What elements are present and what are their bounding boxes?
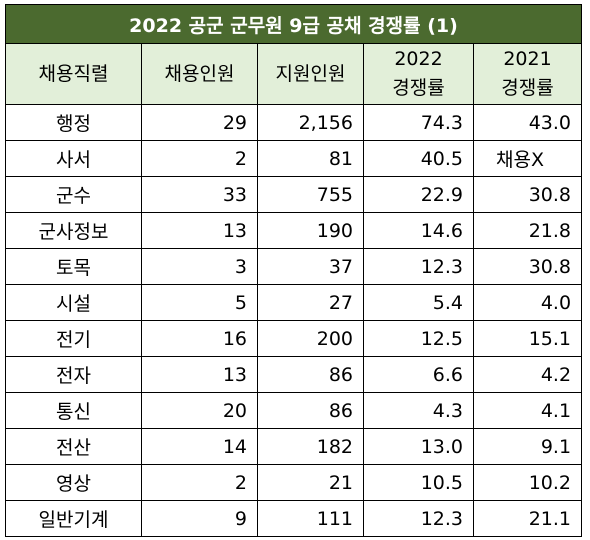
rate-2021: 4.1 xyxy=(472,392,583,429)
hire-count: 13 xyxy=(141,356,258,393)
position-name: 행정 xyxy=(5,104,142,141)
applicant-count: 111 xyxy=(257,500,364,537)
table-row: 행정 29 2,156 74.3 43.0 xyxy=(5,104,583,141)
table-row: 토목 3 37 12.3 30.8 xyxy=(5,248,583,285)
position-name: 시설 xyxy=(5,284,142,321)
header-hire-count: 채용인원 xyxy=(141,43,258,105)
rate-2021: 9.1 xyxy=(472,428,583,465)
applicant-count: 37 xyxy=(257,248,364,285)
position-name: 영상 xyxy=(5,464,142,501)
header-rate-2022: 2022 경쟁률 xyxy=(363,43,474,105)
hire-count: 14 xyxy=(141,428,258,465)
hire-count: 9 xyxy=(141,500,258,537)
applicant-count: 200 xyxy=(257,320,364,357)
competition-rate-table: 2022 공군 군무원 9급 공채 경쟁률 (1) 채용직렬 채용인원 지원인원… xyxy=(4,4,583,537)
header-applicant-count: 지원인원 xyxy=(257,43,364,105)
position-name: 전산 xyxy=(5,428,142,465)
table-row: 영상 2 21 10.5 10.2 xyxy=(5,464,583,501)
rate-2022: 5.4 xyxy=(363,284,474,321)
table-row: 통신 20 86 4.3 4.1 xyxy=(5,392,583,429)
rate-2021: 10.2 xyxy=(472,464,583,501)
title-row: 2022 공군 군무원 9급 공채 경쟁률 (1) xyxy=(4,4,583,44)
hire-count: 16 xyxy=(141,320,258,357)
position-name: 일반기계 xyxy=(5,500,142,537)
table-row: 군수 33 755 22.9 30.8 xyxy=(5,176,583,213)
position-name: 군수 xyxy=(5,176,142,213)
rate-2021: 15.1 xyxy=(472,320,583,357)
header-position: 채용직렬 xyxy=(5,43,142,105)
applicant-count: 27 xyxy=(257,284,364,321)
hire-count: 3 xyxy=(141,248,258,285)
rate-2022: 13.0 xyxy=(363,428,474,465)
hire-count: 13 xyxy=(141,212,258,249)
rate-2021: 4.2 xyxy=(472,356,583,393)
competition-rate-table-container: 2022 공군 군무원 9급 공채 경쟁률 (1) 채용직렬 채용인원 지원인원… xyxy=(4,4,583,537)
hire-count: 2 xyxy=(141,140,258,177)
rate-2022: 4.3 xyxy=(363,392,474,429)
table-row: 군사정보 13 190 14.6 21.8 xyxy=(5,212,583,249)
header-rate-2022-label: 경쟁률 xyxy=(392,77,445,99)
rate-2022: 74.3 xyxy=(363,104,474,141)
position-name: 전기 xyxy=(5,320,142,357)
position-name: 사서 xyxy=(5,140,142,177)
rate-2021: 30.8 xyxy=(472,176,583,213)
applicant-count: 182 xyxy=(257,428,364,465)
header-rate-2021-year: 2021 xyxy=(503,48,552,70)
rate-2022: 22.9 xyxy=(363,176,474,213)
table-row: 전산 14 182 13.0 9.1 xyxy=(5,428,583,465)
rate-2022: 40.5 xyxy=(363,140,474,177)
table-body: 행정 29 2,156 74.3 43.0 사서 2 81 40.5 채용X 군… xyxy=(5,104,583,537)
header-rate-2021-label: 경쟁률 xyxy=(501,77,554,99)
rate-2021: 21.8 xyxy=(472,212,583,249)
rate-2021: 4.0 xyxy=(472,284,583,321)
table-row: 일반기계 9 111 12.3 21.1 xyxy=(5,500,583,537)
rate-2022: 14.6 xyxy=(363,212,474,249)
rate-2022: 12.5 xyxy=(363,320,474,357)
position-name: 전자 xyxy=(5,356,142,393)
rate-2022: 10.5 xyxy=(363,464,474,501)
rate-2021: 30.8 xyxy=(472,248,583,285)
hire-count: 2 xyxy=(141,464,258,501)
header-row: 채용직렬 채용인원 지원인원 2022 경쟁률 2021 경쟁률 xyxy=(5,43,583,105)
applicant-count: 81 xyxy=(257,140,364,177)
position-name: 토목 xyxy=(5,248,142,285)
rate-2021: 21.1 xyxy=(472,500,583,537)
table-row: 전기 16 200 12.5 15.1 xyxy=(5,320,583,357)
header-rate-2021: 2021 경쟁률 xyxy=(472,43,583,105)
table-row: 전자 13 86 6.6 4.2 xyxy=(5,356,583,393)
hire-count: 5 xyxy=(141,284,258,321)
rate-2021: 43.0 xyxy=(472,104,583,141)
table-title: 2022 공군 군무원 9급 공채 경쟁률 (1) xyxy=(4,4,583,44)
hire-count: 33 xyxy=(141,176,258,213)
rate-2022: 6.6 xyxy=(363,356,474,393)
rate-2021-no-hiring: 채용X xyxy=(472,140,583,177)
applicant-count: 190 xyxy=(257,212,364,249)
hire-count: 20 xyxy=(141,392,258,429)
position-name: 통신 xyxy=(5,392,142,429)
rate-2022: 12.3 xyxy=(363,248,474,285)
header-rate-2022-year: 2022 xyxy=(394,48,443,70)
applicant-count: 2,156 xyxy=(257,104,364,141)
table-row: 시설 5 27 5.4 4.0 xyxy=(5,284,583,321)
applicant-count: 755 xyxy=(257,176,364,213)
rate-2022: 12.3 xyxy=(363,500,474,537)
table-row: 사서 2 81 40.5 채용X xyxy=(5,140,583,177)
applicant-count: 86 xyxy=(257,392,364,429)
hire-count: 29 xyxy=(141,104,258,141)
applicant-count: 86 xyxy=(257,356,364,393)
position-name: 군사정보 xyxy=(5,212,142,249)
applicant-count: 21 xyxy=(257,464,364,501)
